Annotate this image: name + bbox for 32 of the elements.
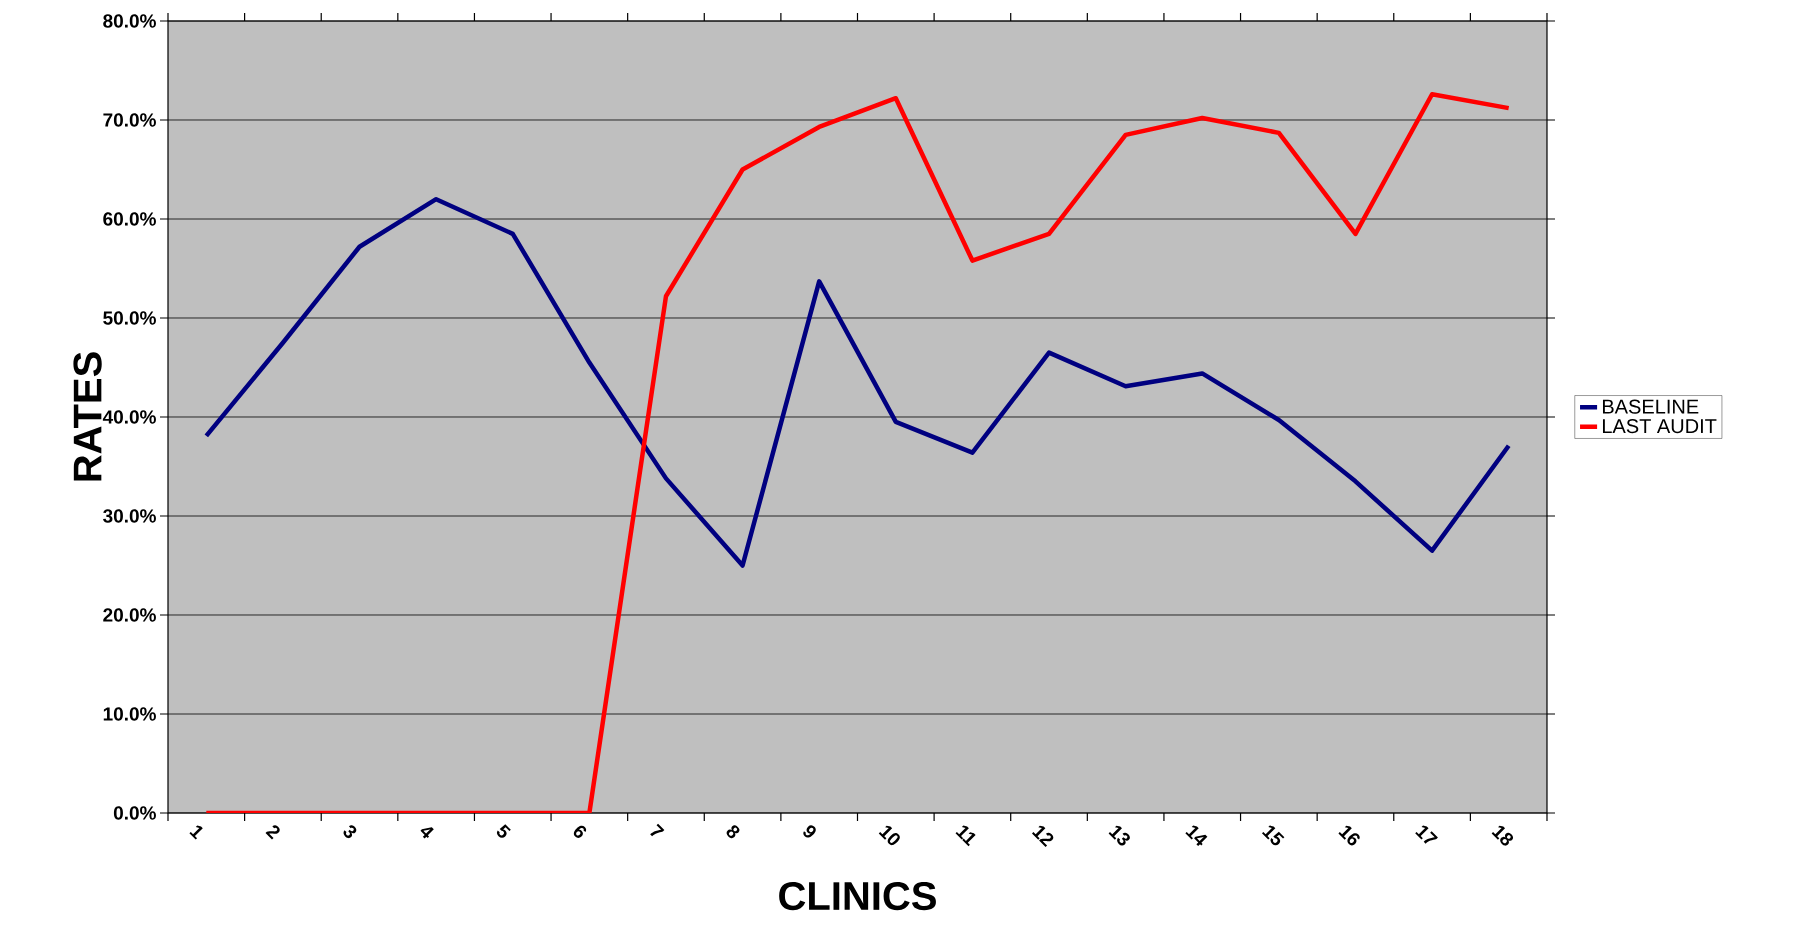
x-tick-label: 5	[496, 824, 511, 838]
y-axis-title: RATES	[73, 352, 102, 481]
x-tick-label: 3	[343, 825, 357, 839]
x-tick-label: 17	[1415, 825, 1438, 844]
x-tick-label: 9	[803, 825, 816, 838]
x-tick-label: 12	[1032, 825, 1054, 847]
x-tick-label: 7	[650, 823, 665, 837]
x-tick-label: 11	[955, 825, 976, 847]
x-tick-label: 16	[1338, 825, 1360, 846]
line-series	[204, 196, 1511, 568]
y-tick-label: 70.0%	[103, 113, 156, 127]
x-axis-title: CLINICS	[779, 881, 936, 911]
x-tick-label: 4	[420, 827, 434, 839]
x-tick-label: 8	[726, 825, 740, 839]
x-tick-label: 1	[189, 825, 203, 840]
y-tick-label: 0.0%	[113, 806, 156, 820]
legend-label: LAST AUDIT	[1603, 419, 1717, 434]
y-tick-label: 50.0%	[103, 311, 156, 325]
x-tick-label: 2	[265, 825, 280, 840]
y-tick-label: 40.0%	[102, 410, 156, 424]
x-tick-label: 18	[1491, 825, 1514, 846]
y-tick-label: 80.0%	[103, 14, 156, 28]
x-tick-label: 15	[1261, 825, 1285, 846]
y-tick-label: 30.0%	[103, 509, 156, 523]
y-tick-label: 20.0%	[103, 608, 156, 622]
x-tick-label: 6	[573, 825, 587, 838]
x-tick-label: 14	[1185, 825, 1208, 847]
x-tick-label: 10	[878, 825, 900, 846]
x-tick-label: 13	[1108, 825, 1130, 846]
y-tick-label: 10.0%	[103, 707, 156, 721]
y-tick-label: 60.0%	[103, 212, 156, 226]
legend-label: BASELINE	[1603, 399, 1699, 414]
